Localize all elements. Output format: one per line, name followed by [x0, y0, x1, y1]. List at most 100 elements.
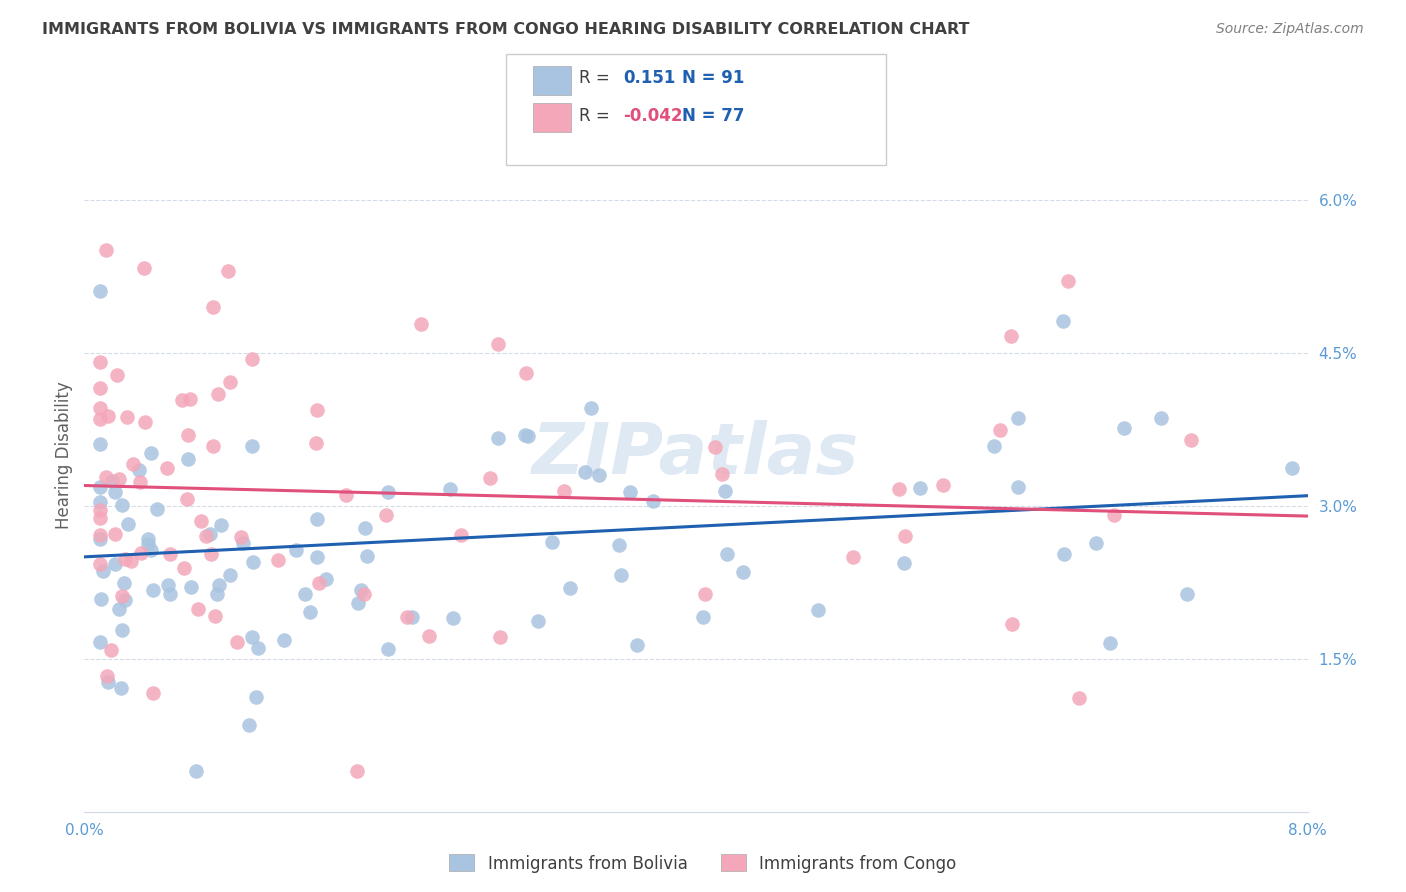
Point: [409, 317, 432, 331]
Point: [107, 602, 129, 616]
Point: [96, 669, 118, 683]
Point: [1053, 547, 1076, 561]
Point: [101, 474, 124, 488]
Point: [177, 452, 200, 467]
Text: N = 91: N = 91: [682, 70, 744, 87]
Point: [489, 631, 512, 645]
Point: [354, 521, 377, 535]
Point: [695, 587, 717, 601]
Y-axis label: Hearing Disability: Hearing Disability: [55, 381, 73, 529]
Point: [643, 493, 665, 508]
Point: [347, 596, 370, 610]
Point: [988, 423, 1011, 437]
Point: [121, 457, 143, 471]
Point: [581, 401, 603, 415]
Point: [90, 591, 112, 606]
Point: [305, 550, 328, 565]
Point: [89, 480, 111, 494]
Point: [513, 427, 536, 442]
Point: [267, 553, 290, 567]
Point: [94, 470, 117, 484]
Point: [128, 463, 150, 477]
Point: [157, 577, 180, 591]
Point: [439, 483, 461, 497]
Point: [273, 633, 295, 648]
Point: [294, 586, 316, 600]
Point: [450, 528, 472, 542]
Point: [307, 512, 329, 526]
Point: [478, 470, 501, 484]
Point: [245, 690, 267, 704]
Point: [115, 409, 138, 424]
Point: [219, 375, 242, 389]
Point: [111, 498, 134, 512]
Point: [111, 589, 134, 603]
Point: [89, 354, 111, 368]
Point: [89, 285, 111, 299]
Point: [1099, 636, 1122, 650]
Text: N = 77: N = 77: [682, 107, 744, 125]
Text: R =: R =: [579, 107, 616, 125]
Point: [218, 567, 240, 582]
Point: [1007, 411, 1029, 425]
Point: [129, 546, 152, 560]
Text: -0.042: -0.042: [623, 107, 682, 125]
Point: [195, 528, 218, 542]
Point: [626, 638, 648, 652]
Point: [1000, 329, 1022, 343]
Point: [353, 587, 375, 601]
Point: [374, 508, 396, 523]
Text: ZIPatlas: ZIPatlas: [533, 420, 859, 490]
Point: [170, 392, 193, 407]
Point: [209, 517, 232, 532]
Point: [1281, 461, 1303, 475]
Point: [574, 465, 596, 479]
Point: [692, 610, 714, 624]
Point: [104, 558, 127, 572]
Point: [305, 436, 328, 450]
Point: [207, 386, 229, 401]
Point: [89, 634, 111, 648]
Point: [89, 437, 111, 451]
Point: [139, 543, 162, 558]
Point: [558, 581, 581, 595]
Point: [201, 300, 224, 314]
Point: [142, 582, 165, 597]
Point: [104, 527, 127, 541]
Point: [114, 552, 136, 566]
Point: [553, 483, 575, 498]
Point: [1084, 536, 1107, 550]
Point: [110, 681, 132, 695]
Point: [187, 602, 209, 616]
Point: [1180, 434, 1202, 448]
Point: [136, 536, 159, 550]
Point: [932, 478, 955, 492]
Point: [176, 491, 198, 506]
Point: [841, 549, 863, 564]
Point: [238, 718, 260, 732]
Point: [894, 529, 917, 543]
Point: [1067, 690, 1090, 705]
Point: [134, 415, 156, 429]
Point: [107, 472, 129, 486]
Point: [714, 483, 737, 498]
Point: [232, 536, 254, 550]
Point: [208, 578, 231, 592]
Point: [619, 485, 641, 500]
Point: [908, 481, 931, 495]
Point: [418, 629, 440, 643]
Point: [401, 610, 423, 624]
Point: [247, 640, 270, 655]
Point: [346, 764, 368, 778]
Legend: Immigrants from Bolivia, Immigrants from Congo: Immigrants from Bolivia, Immigrants from…: [443, 847, 963, 880]
Point: [395, 610, 418, 624]
Point: [307, 402, 329, 417]
Point: [89, 401, 111, 416]
Point: [136, 532, 159, 546]
Point: [142, 686, 165, 700]
Point: [983, 438, 1005, 452]
Point: [242, 555, 264, 569]
Point: [240, 351, 263, 366]
Point: [308, 576, 330, 591]
Point: [117, 517, 139, 532]
